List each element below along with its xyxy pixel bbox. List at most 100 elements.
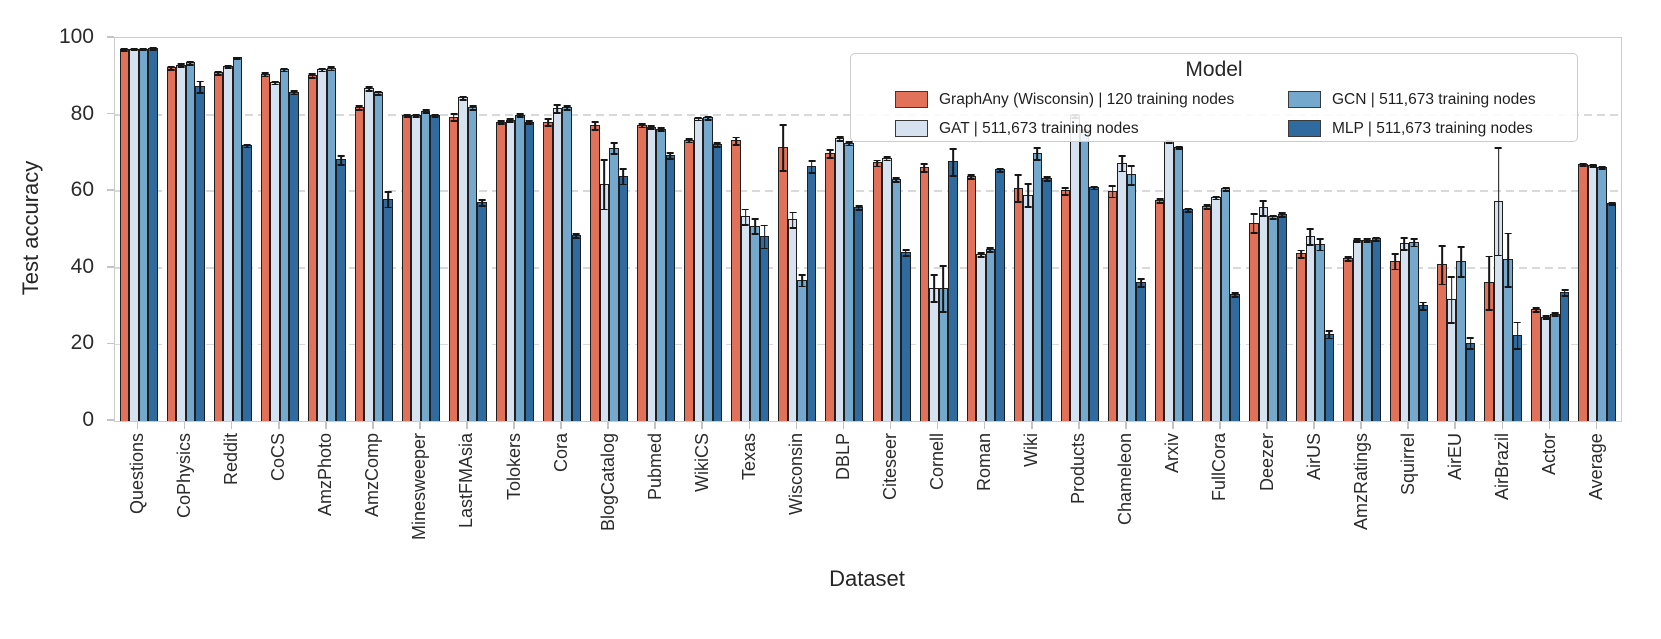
- bar-gcn-questions: [138, 48, 149, 421]
- error-cap-top: [902, 248, 910, 251]
- error-bar: [572, 233, 580, 239]
- bar-graphany-fullcora: [1201, 203, 1212, 421]
- error-cap-bottom: [1306, 243, 1314, 246]
- x-tick-label-blogcatalog: BlogCatalog: [597, 433, 618, 532]
- error-bar: [1297, 249, 1305, 259]
- error-bar: [1014, 174, 1022, 204]
- error-bar: [1504, 232, 1512, 289]
- error-bar: [1419, 301, 1427, 312]
- bar-mlp-amzratings: [1371, 236, 1382, 421]
- error-bar: [742, 208, 750, 226]
- error-cap-bottom: [949, 174, 957, 177]
- error-cap-bottom: [431, 115, 439, 118]
- x-tick-mark: [936, 421, 939, 429]
- error-cap-top: [1118, 155, 1126, 158]
- x-tick-label-citeseer: Citeseer: [880, 433, 901, 501]
- error-cap-top: [1372, 236, 1380, 239]
- x-tick-mark: [1360, 421, 1362, 429]
- error-bar: [1532, 306, 1540, 313]
- y-tick-label-60: 60: [70, 178, 94, 202]
- error-cap-bottom: [638, 126, 646, 129]
- bar-mlp-citeseer: [901, 248, 911, 421]
- error-cap-top: [1269, 215, 1277, 217]
- bar-gat-pubmed: [646, 125, 657, 421]
- error-bar: [892, 177, 900, 183]
- error-bar: [365, 86, 373, 92]
- x-tick-label-products: Products: [1068, 433, 1089, 505]
- x-tick-mark: [1501, 421, 1504, 429]
- bar-graphany-wikics: [684, 137, 694, 421]
- error-bar: [196, 80, 204, 94]
- x-tick-mark: [983, 421, 986, 429]
- bar-group-texas: [727, 38, 774, 421]
- error-cap-bottom: [563, 108, 571, 111]
- error-cap-top: [224, 64, 232, 67]
- bar-group-cocs: [256, 38, 303, 421]
- error-bar: [930, 274, 938, 304]
- error-cap-top: [666, 151, 674, 154]
- x-tick-label-airus: AirUS: [1303, 433, 1324, 481]
- error-cap-bottom: [1467, 348, 1475, 351]
- error-bar: [120, 47, 128, 52]
- bar-gcn-chameleon: [1126, 164, 1137, 421]
- x-tick-label-roman: Roman: [974, 433, 995, 492]
- error-cap-top: [657, 127, 665, 130]
- error-cap-top: [986, 247, 994, 250]
- error-bar: [497, 120, 505, 125]
- error-cap-bottom: [996, 171, 1004, 174]
- error-cap-top: [949, 148, 957, 150]
- x-tick-label-chameleon: Chameleon: [1115, 433, 1136, 526]
- error-cap-bottom: [1391, 268, 1399, 271]
- error-bar: [732, 136, 740, 146]
- error-cap-bottom: [1589, 166, 1597, 168]
- error-cap-top: [1014, 174, 1022, 177]
- bar-group-amzratings: [1339, 38, 1386, 421]
- error-bar: [516, 113, 524, 119]
- error-cap-bottom: [826, 156, 834, 159]
- y-tick-mark: [107, 36, 114, 38]
- error-cap-top: [431, 113, 439, 116]
- legend-label-gat: GAT | 511,673 training nodes: [939, 119, 1139, 137]
- y-tick-label-100: 100: [58, 25, 94, 48]
- error-cap-top: [714, 141, 722, 144]
- error-cap-bottom: [1608, 203, 1616, 206]
- y-tick-label-80: 80: [70, 101, 94, 125]
- error-cap-bottom: [1118, 170, 1126, 173]
- x-tick-mark: [230, 421, 233, 429]
- x-tick-label-arxiv: Arxiv: [1162, 433, 1183, 473]
- bar-mlp-cornell: [948, 148, 958, 421]
- bar-group-amzcomp: [350, 38, 397, 421]
- error-cap-top: [798, 274, 806, 276]
- error-cap-bottom: [318, 70, 326, 73]
- error-cap-bottom: [224, 66, 232, 69]
- bar-mlp-products: [1089, 186, 1099, 421]
- error-cap-bottom: [365, 90, 373, 92]
- error-bar: [591, 121, 599, 131]
- error-cap-top: [1043, 176, 1051, 178]
- x-tick-label-average: Average: [1585, 433, 1606, 500]
- legend-label-mlp: MLP | 511,673 training nodes: [1332, 119, 1533, 137]
- error-cap-bottom: [422, 112, 430, 115]
- error-bar: [149, 47, 157, 51]
- bar-gat-wisconsin: [787, 211, 798, 421]
- error-cap-top: [732, 136, 740, 139]
- x-tick-label-texas: Texas: [738, 433, 759, 481]
- x-tick-mark: [277, 421, 280, 429]
- x-tick-label-lastfmasia: LastFMAsia: [456, 433, 477, 529]
- error-cap-bottom: [1128, 184, 1136, 186]
- legend-item-mlp: MLP | 511,673 training nodes: [1288, 114, 1577, 143]
- bar-group-arxiv: [1150, 38, 1197, 421]
- bar-mlp-airus: [1324, 329, 1335, 421]
- bar-mlp-aireu: [1465, 336, 1476, 421]
- y-tick-mark: [107, 112, 114, 115]
- error-cap-bottom: [808, 171, 816, 174]
- y-tick-label-40: 40: [70, 254, 94, 278]
- bar-mlp-fullcora: [1230, 292, 1240, 421]
- error-cap-top: [459, 95, 467, 98]
- error-cap-bottom: [939, 310, 947, 313]
- error-cap-bottom: [516, 116, 524, 119]
- error-cap-top: [139, 48, 147, 50]
- error-cap-top: [186, 60, 194, 63]
- error-bar: [271, 80, 279, 86]
